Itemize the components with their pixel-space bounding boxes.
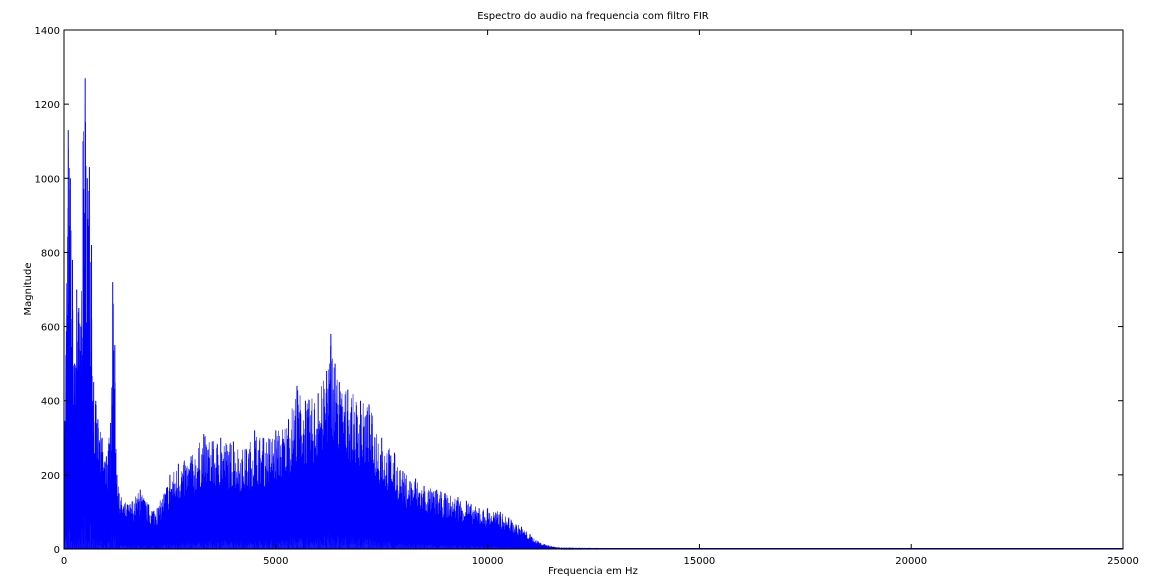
x-axis-label: Frequencia em Hz <box>548 566 638 577</box>
x-tick-label: 10000 <box>472 556 504 567</box>
spectrum-trace <box>63 102 1123 551</box>
x-tick-label: 25000 <box>1107 556 1139 567</box>
y-tick-label: 1000 <box>35 174 60 185</box>
y-tick-label: 200 <box>41 471 60 482</box>
y-tick-label: 1400 <box>35 26 60 37</box>
spectrum-fill <box>64 337 1123 549</box>
y-tick-label: 400 <box>41 397 60 408</box>
plot-area <box>63 78 1123 551</box>
y-tick-label: 800 <box>41 248 60 259</box>
x-tick-label: 0 <box>61 556 67 567</box>
y-tick-label: 1200 <box>35 100 60 111</box>
y-axis: 0 200 400 600 800 1000 1200 1400 <box>35 26 1123 556</box>
y-tick-label: 600 <box>41 323 60 334</box>
axes-frame <box>63 29 1124 550</box>
y-axis-label: Magnitude <box>23 263 34 316</box>
x-tick-label: 20000 <box>895 556 927 567</box>
x-tick-label: 15000 <box>683 556 715 567</box>
x-tick-label: 5000 <box>263 556 288 567</box>
y-tick-label: 0 <box>54 545 60 556</box>
chart-title: Espectro do audio na frequencia com filt… <box>477 11 709 22</box>
x-axis: 0 5000 10000 15000 20000 25000 <box>61 30 1139 567</box>
